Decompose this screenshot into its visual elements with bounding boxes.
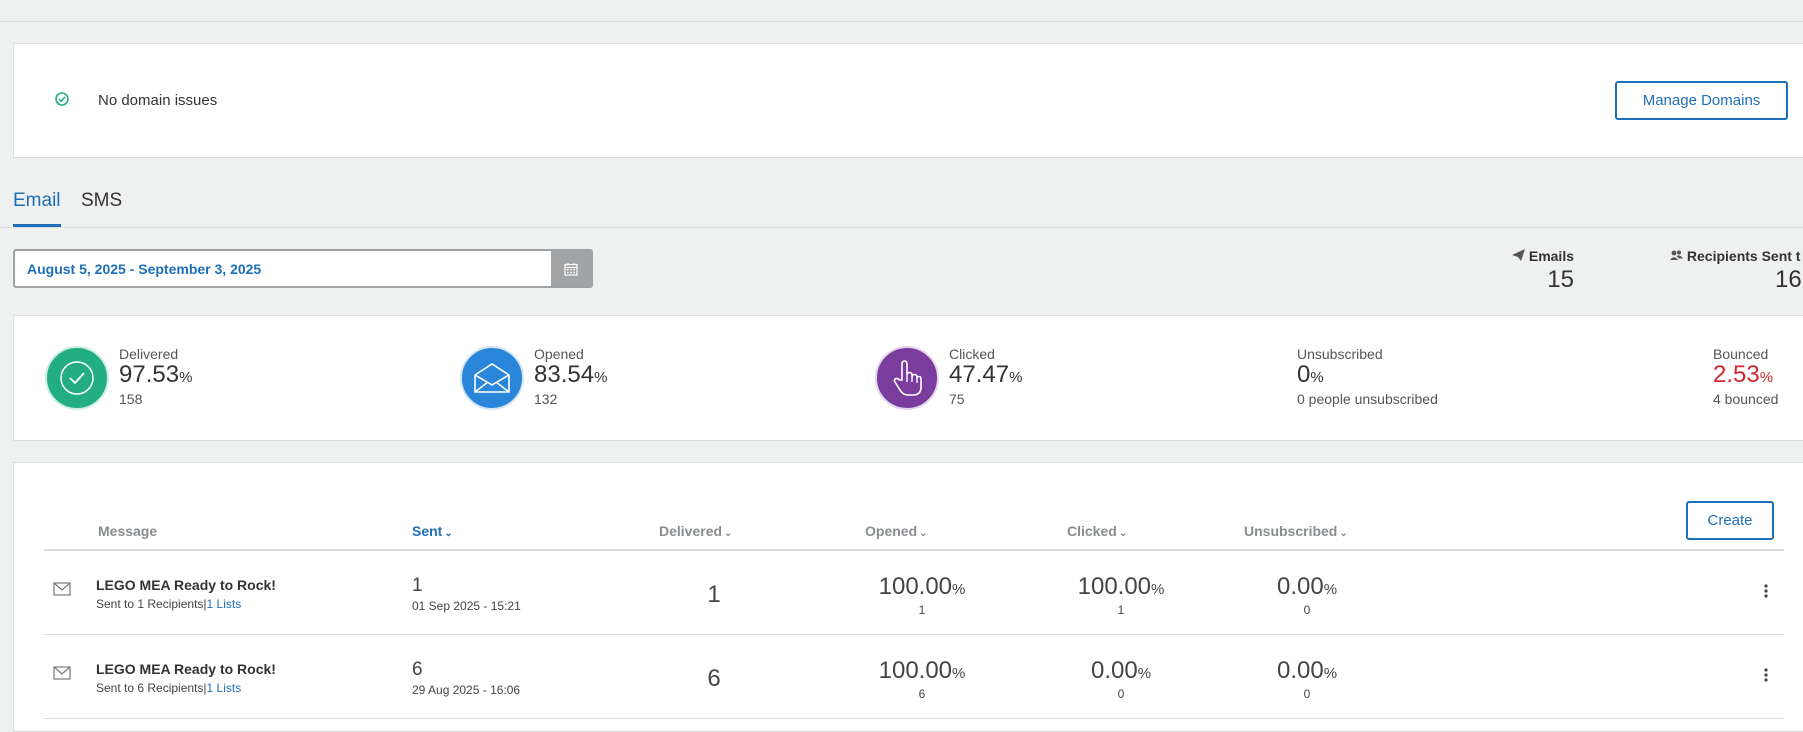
check-circle-icon	[55, 92, 69, 106]
row-divider	[44, 634, 1784, 635]
chevron-down-icon: ⌄	[919, 528, 928, 539]
opened-percent: 100.00%	[878, 657, 966, 684]
delivered-count: 158	[119, 391, 143, 407]
open-envelope-icon	[474, 363, 510, 393]
opened-percent: 83.54%	[534, 361, 608, 388]
message-title[interactable]: LEGO MEA Ready to Rock!	[96, 577, 276, 593]
header-opened[interactable]: Opened ⌄	[865, 523, 928, 539]
clicked-count: 0	[1117, 687, 1125, 701]
delivered-percent: 97.53%	[119, 361, 193, 388]
more-options-icon[interactable]	[1758, 581, 1774, 601]
sent-date: 29 Aug 2025 - 16:06	[412, 683, 521, 697]
lists-link[interactable]: 1 Lists	[206, 597, 242, 611]
bounced-count: 4 bounced	[1713, 391, 1779, 407]
clicked-percent: 100.00%	[1077, 573, 1165, 600]
bounced-label: Bounced	[1713, 346, 1769, 362]
envelope-icon	[53, 582, 71, 596]
recipients-summary-value: 162	[1775, 266, 1803, 293]
active-tab-indicator	[13, 224, 61, 227]
header-unsubscribed[interactable]: Unsubscribed ⌄	[1244, 523, 1348, 539]
unsubscribed-count: 0	[1303, 687, 1311, 701]
delivered-label: Delivered	[119, 346, 179, 362]
unsubscribed-percent: 0.00%	[1276, 573, 1338, 600]
header-sent[interactable]: Sent ⌄	[412, 523, 453, 539]
header-message: Message	[98, 523, 158, 539]
users-icon	[1670, 250, 1683, 260]
calendar-icon	[564, 262, 578, 276]
opened-badge	[460, 346, 524, 410]
table-row[interactable]: LEGO MEA Ready to Rock! Sent to 6 Recipi…	[44, 635, 1784, 719]
message-recipients: Sent to 1 Recipients|1 Lists	[96, 597, 242, 611]
clicked-percent: 47.47%	[949, 361, 1023, 388]
emails-summary-value: 15	[1547, 266, 1574, 293]
sent-count: 1	[412, 575, 423, 596]
envelope-icon	[53, 666, 71, 680]
opened-percent: 100.00%	[878, 573, 966, 600]
header-clicked[interactable]: Clicked ⌄	[1067, 523, 1128, 539]
row-divider	[44, 718, 1784, 719]
emails-summary-label: Emails	[1500, 248, 1574, 264]
date-range-value[interactable]: August 5, 2025 - September 3, 2025	[27, 261, 262, 277]
header-delivered[interactable]: Delivered ⌄	[659, 523, 733, 539]
chevron-down-icon: ⌄	[724, 528, 733, 539]
recipients-summary: Recipients Sent t 162	[1670, 248, 1803, 294]
top-divider	[0, 21, 1803, 22]
opened-label: Opened	[534, 346, 584, 362]
unsubscribed-percent: 0.00%	[1276, 657, 1338, 684]
table-header-divider	[44, 549, 1784, 551]
chevron-down-icon: ⌄	[444, 528, 453, 539]
unsubscribed-label: Unsubscribed	[1297, 346, 1383, 362]
clicked-count: 75	[949, 391, 965, 407]
tabs-divider	[0, 227, 1803, 228]
domain-status-panel: No domain issues Manage Domains	[13, 43, 1803, 158]
opened-count: 6	[918, 687, 926, 701]
manage-domains-button[interactable]: Manage Domains	[1615, 81, 1788, 120]
pointer-hand-icon	[893, 360, 922, 396]
unsubscribed-percent: 0%	[1297, 361, 1324, 388]
recipients-summary-label: Recipients Sent t	[1670, 248, 1803, 264]
clicked-label: Clicked	[949, 346, 995, 362]
message-title[interactable]: LEGO MEA Ready to Rock!	[96, 661, 276, 677]
calendar-button[interactable]	[551, 251, 591, 286]
table-row[interactable]: LEGO MEA Ready to Rock! Sent to 1 Recipi…	[44, 551, 1784, 635]
delivered-count: 6	[707, 665, 721, 692]
more-options-icon[interactable]	[1758, 665, 1774, 685]
checkmark-icon	[60, 361, 94, 395]
tab-email[interactable]: Email	[13, 190, 61, 211]
bounced-percent: 2.53%	[1713, 361, 1774, 388]
stats-panel: Delivered 97.53% 158 Opened 83.54% 132	[13, 315, 1803, 441]
messages-table-panel: Create Message Sent ⌄ Delivered ⌄ Opened ⌄ …	[13, 462, 1803, 732]
message-recipients: Sent to 6 Recipients|1 Lists	[96, 681, 242, 695]
create-button[interactable]: Create	[1686, 501, 1774, 540]
chevron-down-icon: ⌄	[1339, 528, 1348, 539]
delivered-badge	[45, 346, 109, 410]
date-range-picker[interactable]: August 5, 2025 - September 3, 2025	[13, 249, 593, 288]
emails-summary: Emails 15	[1500, 248, 1574, 294]
clicked-count: 1	[1117, 603, 1125, 617]
unsubscribed-count: 0	[1303, 603, 1311, 617]
opened-count: 1	[918, 603, 926, 617]
sent-date: 01 Sep 2025 - 15:21	[412, 599, 521, 613]
domain-status-text: No domain issues	[98, 92, 218, 109]
clicked-badge	[875, 346, 939, 410]
delivered-count: 1	[707, 581, 721, 608]
unsubscribed-count: 0 people unsubscribed	[1297, 391, 1438, 407]
clicked-percent: 0.00%	[1090, 657, 1152, 684]
lists-link[interactable]: 1 Lists	[206, 681, 242, 695]
sent-count: 6	[412, 659, 423, 680]
opened-count: 132	[534, 391, 558, 407]
chevron-down-icon: ⌄	[1118, 528, 1128, 539]
tab-sms[interactable]: SMS	[81, 190, 123, 211]
paper-plane-icon	[1511, 249, 1525, 261]
